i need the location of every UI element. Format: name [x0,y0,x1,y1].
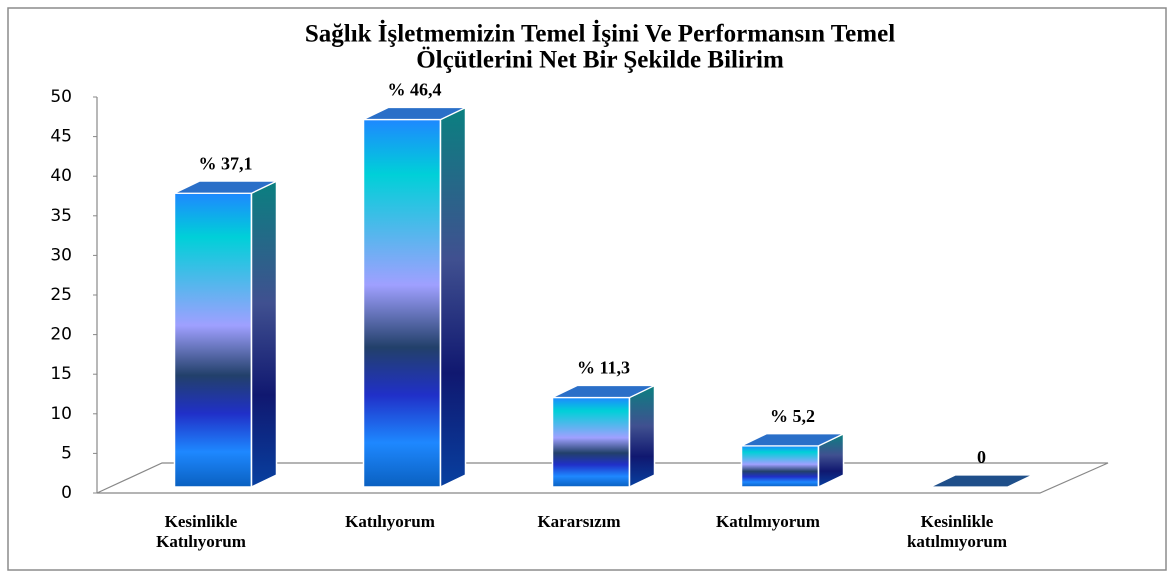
y-tick-label: 30 [50,245,72,265]
bar-front [173,192,253,488]
value-label: % 46,4 [388,80,442,100]
y-tick-label: 0 [61,483,72,503]
bar-top [174,180,277,194]
x-tick-label: Katılıyorum [345,512,435,531]
bar-front [551,396,631,488]
y-tick-label: 15 [50,364,72,384]
bar-front [740,445,820,488]
x-tick-label: Kararsızım [537,512,621,531]
bar [740,432,845,489]
bar-top [363,106,466,121]
bar-front [362,118,442,488]
bar-side [439,106,467,489]
frame [7,7,1167,571]
value-label: 0 [977,447,986,467]
y-tick-label: 50 [50,87,72,107]
bar-side [250,179,278,489]
y-tick-label: 25 [50,285,72,305]
chart-title: Sağlık İşletmemizin Temel İşini Ve Perfo… [305,20,895,48]
y-tick-label: 5 [61,443,72,463]
y-tick-label: 35 [50,206,72,226]
y-tick-label: 20 [50,325,72,345]
y-tick-label: 40 [50,166,72,186]
y-tick-label: 10 [50,404,72,424]
bar [362,106,467,489]
value-label: % 5,2 [770,406,815,426]
bar-top [552,384,655,399]
bar [930,474,1033,488]
x-tick-label: Kesinlikle Katılıyorum [156,512,246,551]
x-tick-label: Kesinlikle katılmıyorum [906,512,1008,551]
bar-top [741,433,844,447]
value-label: % 11,3 [577,358,630,378]
bar-top [930,474,1033,488]
value-label: % 37,1 [199,153,253,173]
chart-title: Ölçütlerini Net Bir Şekilde Bilirim [416,47,784,74]
bar [173,179,278,489]
y-tick-label: 45 [50,127,72,147]
x-tick-label: Katılmıyorum [716,512,820,531]
bar-side [628,384,656,489]
bar [551,384,656,489]
